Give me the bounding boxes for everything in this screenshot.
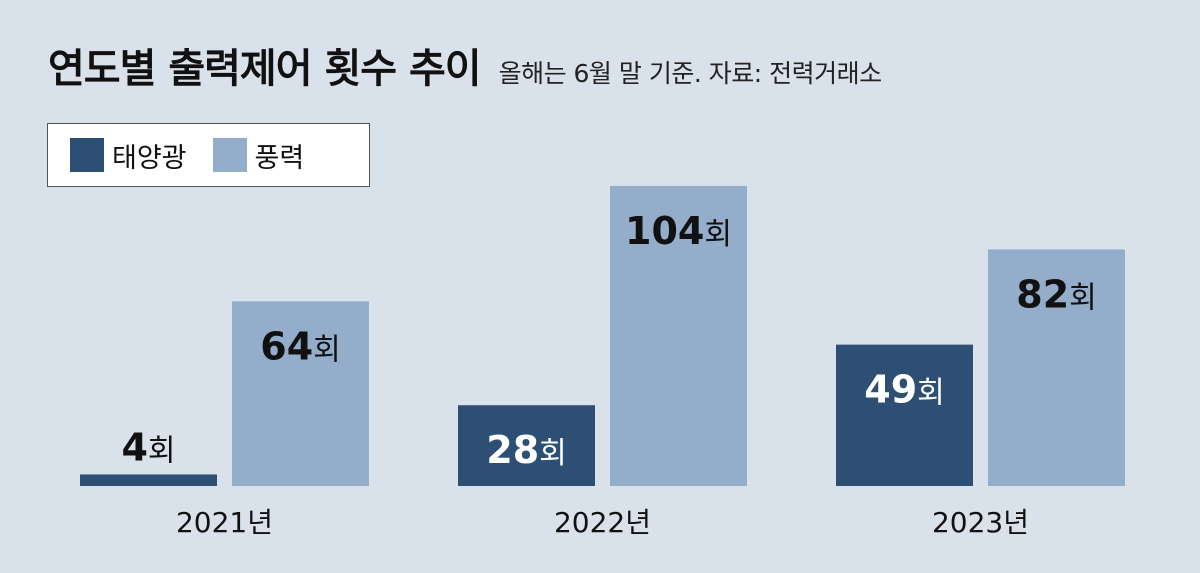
value-label-wind-2: 104회 [625, 209, 732, 253]
legend-label-solar: 태양광 [112, 142, 187, 174]
bar-solar-3 [836, 344, 973, 486]
bar-wind-2 [610, 185, 747, 486]
chart-header: 연도별 출력제어 횟수 추이 올해는 6월 말 기준. 자료: 전력거래소 [48, 36, 882, 94]
bar-solar-1 [80, 474, 217, 486]
legend-item-wind: 풍력 [212, 136, 305, 175]
bar-wind-3 [988, 249, 1125, 486]
chart-subtitle: 올해는 6월 말 기준. 자료: 전력거래소 [498, 59, 883, 88]
value-label-solar-1: 4회 [121, 425, 175, 469]
value-label-wind-3: 82회 [1016, 272, 1097, 316]
legend: 태양광 풍력 [47, 123, 370, 187]
category-label-3: 2023년 [932, 506, 1029, 539]
legend-label-wind: 풍력 [254, 142, 305, 174]
legend-item-solar: 태양광 [70, 136, 187, 175]
legend-swatch-solar [70, 138, 104, 172]
value-label-solar-3: 49회 [864, 368, 945, 412]
bar-wind-1 [232, 301, 369, 486]
legend-swatch-wind [212, 138, 247, 172]
category-label-2: 2022년 [554, 506, 651, 539]
category-label-1: 2021년 [176, 506, 273, 539]
value-label-wind-1: 64회 [260, 324, 341, 368]
bar-solar-2 [458, 405, 595, 486]
chart-title: 연도별 출력제어 횟수 추이 [48, 46, 482, 92]
value-label-solar-2: 28회 [486, 428, 567, 472]
